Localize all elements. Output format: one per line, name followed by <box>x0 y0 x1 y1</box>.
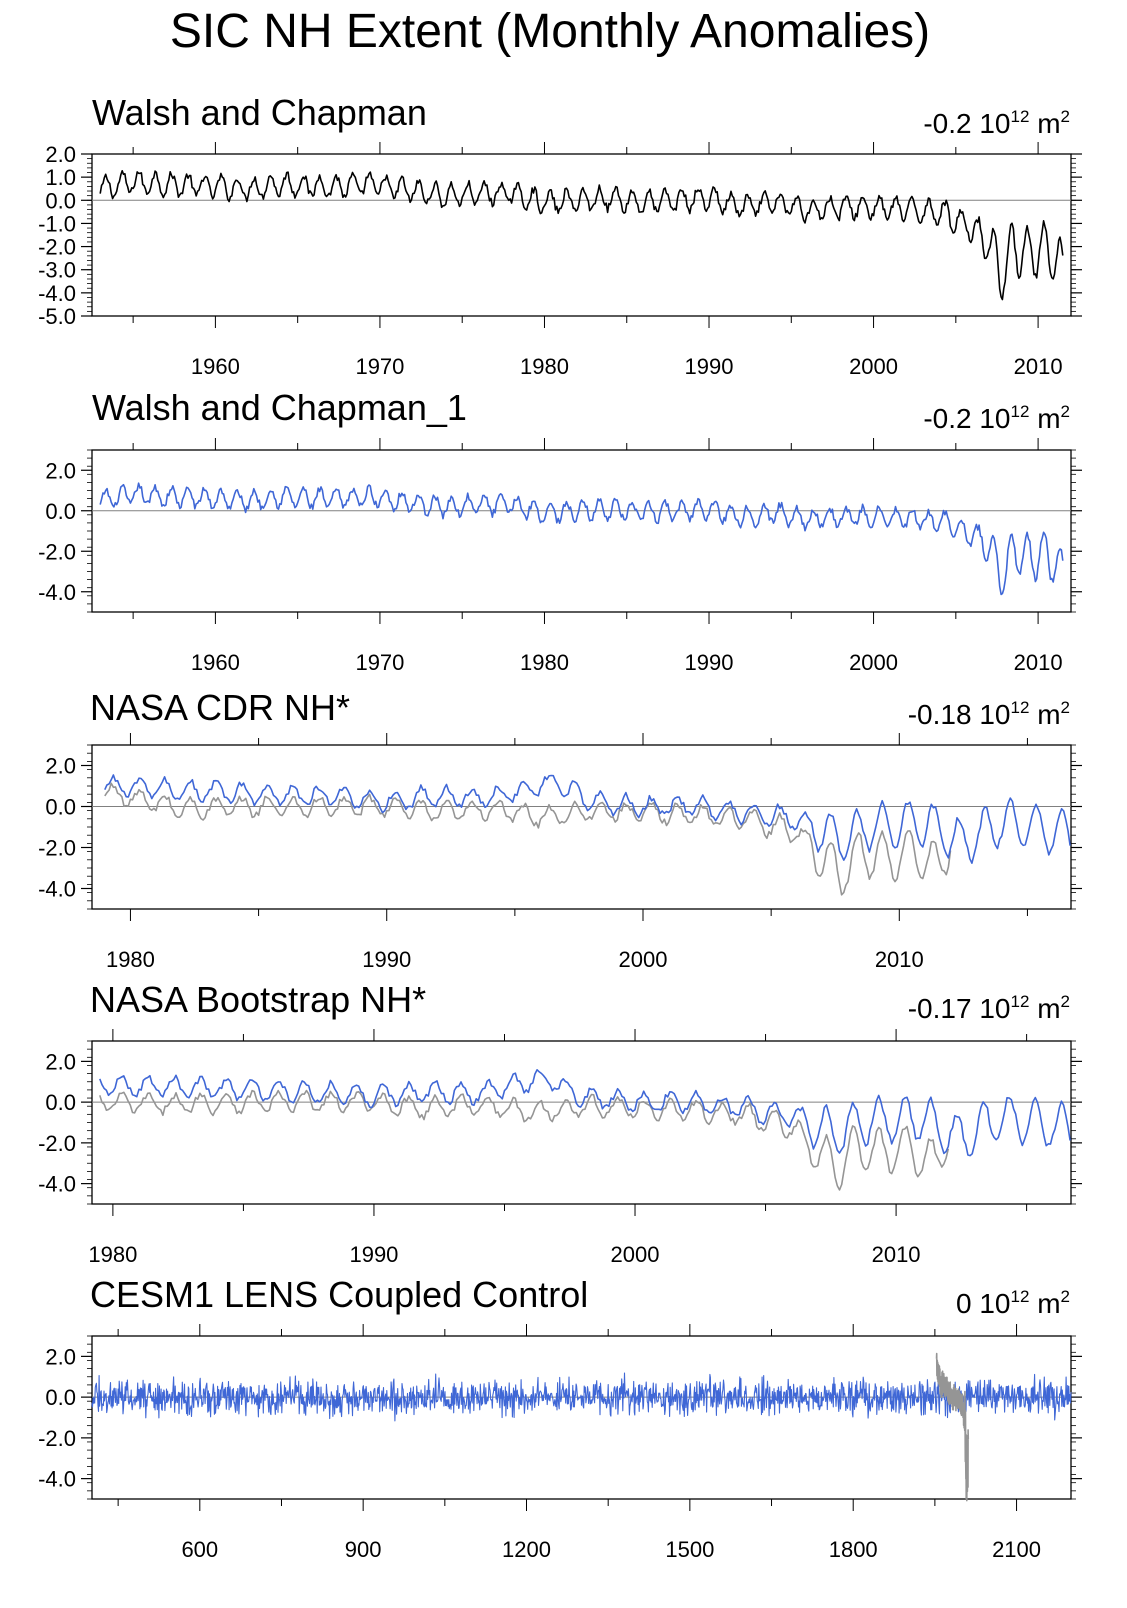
series-line-walsh-and-chapman-overlay <box>99 1089 950 1191</box>
plot-frame <box>91 1335 1072 1500</box>
x-tick-label: 1960 <box>191 650 240 675</box>
x-tick-label: 2000 <box>849 650 898 675</box>
y-tick-label: -3.0 <box>38 258 76 283</box>
x-tick-label: 1990 <box>685 354 734 379</box>
x-tick-label: 1970 <box>355 354 404 379</box>
x-tick-label: 2010 <box>875 947 924 972</box>
y-tick-label: -2.0 <box>38 235 76 260</box>
x-tick-label: 1800 <box>829 1537 878 1562</box>
x-tick-label: 1980 <box>88 1242 137 1267</box>
y-tick-label: -4.0 <box>38 877 76 902</box>
series-line-walsh-and-chapman <box>99 170 1064 301</box>
x-tick-label: 2010 <box>872 1242 921 1267</box>
y-tick-label: 0.0 <box>45 188 76 213</box>
y-tick-label: -2.0 <box>38 539 76 564</box>
figure-title: SIC NH Extent (Monthly Anomalies) <box>169 5 931 58</box>
series-line-walsh-and-chapman-1 <box>99 482 1064 596</box>
panel-walsh-chapman-1: Walsh and Chapman_1 -0.2 1012 m2 2.0 0.0 -… <box>38 387 1082 675</box>
y-tick-label: 1.0 <box>45 165 76 190</box>
series-line-walsh-and-chapman-overlay <box>104 782 952 896</box>
plot-frame <box>91 449 1072 613</box>
x-tick-label: 1970 <box>355 650 404 675</box>
panel-title: NASA CDR NH* <box>90 687 350 728</box>
y-tick-label: -1.0 <box>38 211 76 236</box>
x-tick-label: 2000 <box>611 1242 660 1267</box>
series-line-cesm1-lens-coupled-control <box>91 1372 1072 1422</box>
panel-cesm1-lens: CESM1 LENS Coupled Control 0 1012 m2 2.0… <box>38 1274 1082 1562</box>
x-tick-label: 2100 <box>992 1537 1041 1562</box>
y-tick-label: 2.0 <box>45 1049 76 1074</box>
x-tick-label: 2000 <box>619 947 668 972</box>
x-tick-label: 1980 <box>520 354 569 379</box>
panel-nasa-bootstrap: NASA Bootstrap NH* -0.17 1012 m2 2.0 0.0 -… <box>38 979 1082 1267</box>
y-tick-label: 0.0 <box>45 499 76 524</box>
y-tick-label: 2.0 <box>45 1344 76 1369</box>
panel-stat: -0.2 1012 m2 <box>923 107 1070 139</box>
y-tick-label: 0.0 <box>45 1090 76 1115</box>
x-tick-label: 1990 <box>349 1242 398 1267</box>
x-tick-label: 600 <box>181 1537 218 1562</box>
plot-frame <box>91 153 1072 317</box>
x-tick-label: 900 <box>345 1537 382 1562</box>
series-line-nasa-bootstrap-nh <box>99 1069 1071 1157</box>
y-tick-label: 0.0 <box>45 1385 76 1410</box>
x-tick-label: 2010 <box>1014 354 1063 379</box>
y-tick-label: -4.0 <box>38 281 76 306</box>
x-tick-label: 2000 <box>849 354 898 379</box>
x-tick-label: 1980 <box>520 650 569 675</box>
y-tick-label: -4.0 <box>38 580 76 605</box>
x-tick-label: 1960 <box>191 354 240 379</box>
y-tick-label: -2.0 <box>38 1131 76 1156</box>
y-tick-label: 2.0 <box>45 458 76 483</box>
y-tick-label: 2.0 <box>45 142 76 167</box>
panel-title: Walsh and Chapman <box>92 92 427 133</box>
series-line-nasa-cdr-nh <box>104 774 1071 864</box>
panel-nasa-cdr: NASA CDR NH* -0.18 1012 m2 2.0 0.0 -2.0 -4.… <box>38 687 1082 972</box>
panel-stat: -0.18 1012 m2 <box>908 698 1070 730</box>
panel-title: NASA Bootstrap NH* <box>90 979 426 1020</box>
y-tick-label: -4.0 <box>38 1172 76 1197</box>
y-tick-label: -2.0 <box>38 836 76 861</box>
plot-frame <box>91 744 1072 910</box>
x-tick-label: 1980 <box>106 947 155 972</box>
x-tick-label: 1990 <box>362 947 411 972</box>
x-tick-label: 1200 <box>502 1537 551 1562</box>
y-tick-label: -2.0 <box>38 1426 76 1451</box>
x-tick-label: 1990 <box>685 650 734 675</box>
x-tick-label: 1500 <box>665 1537 714 1562</box>
panel-walsh-chapman: Walsh and Chapman -0.2 1012 m2 2.01.00.0… <box>38 92 1082 379</box>
y-tick-label: 2.0 <box>45 754 76 779</box>
panel-stat: 0 1012 m2 <box>956 1287 1070 1319</box>
x-tick-label: 2010 <box>1014 650 1063 675</box>
series-line-walsh-and-chapman-overlay <box>935 1352 970 1502</box>
y-tick-label: -5.0 <box>38 304 76 329</box>
panel-stat: -0.2 1012 m2 <box>923 402 1070 434</box>
panel-stat: -0.17 1012 m2 <box>908 992 1070 1024</box>
y-tick-label: -4.0 <box>38 1467 76 1492</box>
panel-title: Walsh and Chapman_1 <box>92 387 467 428</box>
panel-title: CESM1 LENS Coupled Control <box>90 1274 588 1315</box>
y-tick-label: 0.0 <box>45 795 76 820</box>
